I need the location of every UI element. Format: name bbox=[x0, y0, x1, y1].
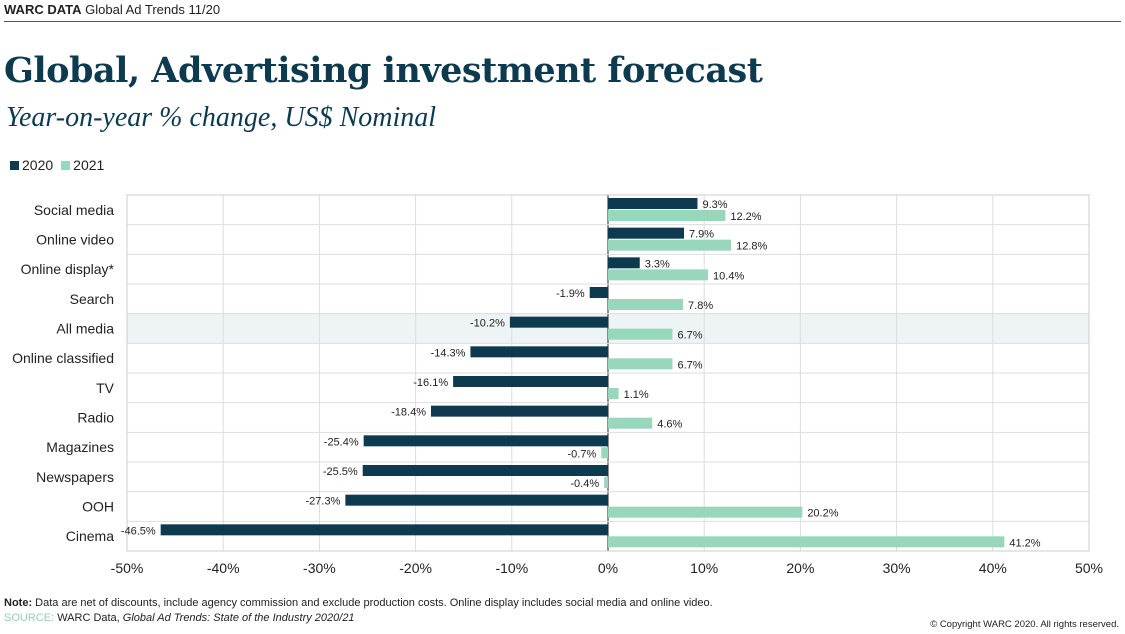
x-tick-label: -30% bbox=[303, 560, 336, 576]
x-tick-label: -40% bbox=[207, 560, 240, 576]
x-tick-label: 50% bbox=[1075, 560, 1103, 576]
bar-2020 bbox=[589, 287, 608, 298]
x-tick-label: 40% bbox=[979, 560, 1007, 576]
bar-2020 bbox=[453, 376, 608, 387]
category-label: Newspapers bbox=[36, 469, 114, 485]
data-label: 7.8% bbox=[688, 300, 713, 312]
data-label: -0.4% bbox=[570, 478, 599, 490]
x-tick-label: 20% bbox=[786, 560, 814, 576]
data-label: -14.3% bbox=[431, 347, 466, 359]
category-label: Social media bbox=[34, 202, 114, 218]
bar-2020 bbox=[608, 198, 698, 209]
x-tick-label: 30% bbox=[883, 560, 911, 576]
category-label: Radio bbox=[77, 410, 114, 426]
category-label: Magazines bbox=[46, 439, 114, 455]
data-label: -0.7% bbox=[568, 448, 597, 460]
copyright: © Copyright WARC 2020. All rights reserv… bbox=[930, 619, 1119, 630]
data-label: 6.7% bbox=[677, 330, 702, 342]
chart-title: Global, Advertising investment forecast bbox=[4, 50, 763, 91]
data-label: 4.6% bbox=[657, 419, 682, 431]
x-tick-label: 0% bbox=[598, 560, 618, 576]
category-label: TV bbox=[96, 380, 115, 396]
data-label: -25.4% bbox=[324, 436, 359, 448]
bar-2020 bbox=[430, 405, 608, 417]
data-label: -10.2% bbox=[470, 318, 505, 330]
category-label: All media bbox=[56, 321, 114, 337]
divider bbox=[4, 21, 1121, 22]
data-label: 41.2% bbox=[1009, 537, 1040, 549]
x-tick-label: -20% bbox=[399, 560, 432, 576]
data-label: 12.2% bbox=[730, 211, 761, 223]
category-label: Online display* bbox=[21, 261, 115, 277]
category-label: Search bbox=[70, 291, 114, 307]
bar-2021 bbox=[608, 388, 619, 399]
category-label: Cinema bbox=[66, 528, 114, 544]
note: Note: Data are net of discounts, include… bbox=[4, 597, 713, 609]
bar-2020 bbox=[509, 316, 608, 328]
data-label: 6.7% bbox=[677, 359, 702, 371]
bar-2021 bbox=[608, 536, 1005, 548]
data-label: -18.4% bbox=[391, 407, 426, 419]
bar-2021 bbox=[604, 477, 608, 488]
category-label: OOH bbox=[82, 499, 114, 515]
bar-2021 bbox=[608, 328, 673, 340]
category-label: Online video bbox=[36, 232, 114, 248]
data-label: 20.2% bbox=[807, 508, 838, 520]
data-label: 7.9% bbox=[689, 229, 714, 241]
publication: Global Ad Trends 11/20 bbox=[85, 2, 221, 17]
legend: 2020 2021 bbox=[10, 157, 104, 173]
brand: WARC DATA bbox=[4, 2, 82, 17]
data-label: -46.5% bbox=[121, 525, 156, 537]
bar-2021 bbox=[608, 210, 726, 221]
legend-2021: 2021 bbox=[61, 157, 104, 173]
chart-subtitle: Year-on-year % change, US$ Nominal bbox=[6, 102, 437, 133]
data-label: -27.3% bbox=[306, 496, 341, 508]
bar-2021 bbox=[608, 417, 653, 429]
data-label: 12.8% bbox=[736, 241, 767, 253]
bar-2020 bbox=[345, 494, 608, 506]
bar-2020 bbox=[608, 257, 640, 269]
bar-2021 bbox=[608, 239, 732, 251]
legend-2020: 2020 bbox=[10, 157, 53, 173]
plot-border bbox=[126, 194, 1090, 552]
x-tick-label: 10% bbox=[690, 560, 718, 576]
data-label: 3.3% bbox=[645, 258, 670, 270]
bar-2020 bbox=[362, 465, 608, 476]
x-tick-label: -10% bbox=[495, 560, 528, 576]
header: WARC DATA Global Ad Trends 11/20 bbox=[4, 2, 220, 17]
bar-2020 bbox=[363, 435, 608, 447]
bar-2021 bbox=[601, 447, 608, 459]
x-tick-label: -50% bbox=[111, 560, 144, 576]
data-label: 9.3% bbox=[702, 199, 727, 211]
bar-2021 bbox=[608, 299, 684, 310]
bar-2021 bbox=[608, 506, 803, 518]
bar-2020 bbox=[608, 227, 684, 239]
data-label: -1.9% bbox=[556, 288, 585, 300]
source: SOURCE: WARC Data, Global Ad Trends: Sta… bbox=[4, 612, 355, 624]
category-label: Online classified bbox=[12, 350, 114, 366]
bar-2020 bbox=[160, 524, 609, 536]
bar-2021 bbox=[608, 358, 673, 370]
data-label: 10.4% bbox=[713, 270, 744, 282]
data-label: -25.5% bbox=[323, 466, 358, 478]
data-label: 1.1% bbox=[624, 389, 649, 401]
data-label: -16.1% bbox=[413, 377, 448, 389]
bar-2020 bbox=[470, 346, 608, 358]
bar-2021 bbox=[608, 269, 709, 281]
